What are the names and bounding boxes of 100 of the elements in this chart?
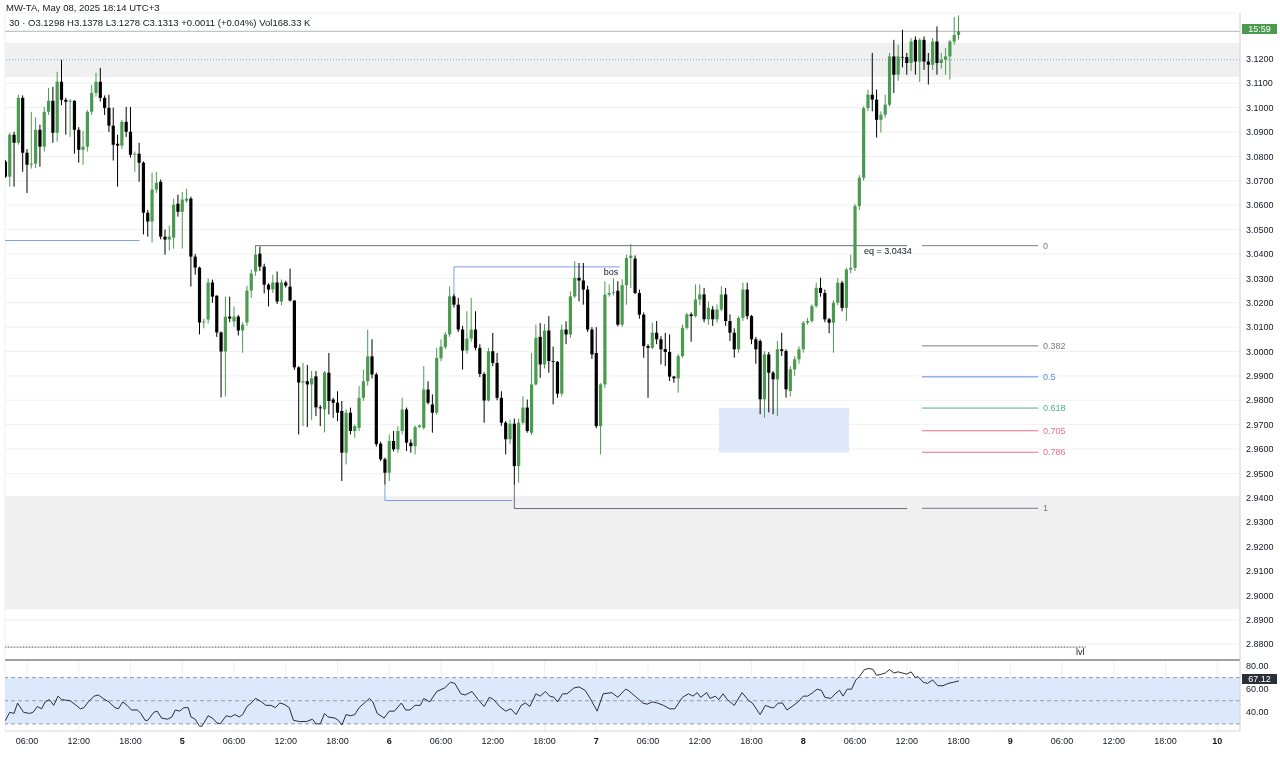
x-tick-label: 06:00 [15,736,39,746]
series-label: 1 [1042,503,1048,514]
candlestick [331,397,335,419]
chart-title: MW-TA, May 08, 2025 18:14 UTC+3 [6,2,160,13]
x-tick-label: 12:00 [481,736,505,746]
candlestick [180,191,184,250]
candlestick [504,420,508,455]
candlestick [728,313,732,342]
annotation: bos [603,267,619,278]
candlestick [305,364,309,428]
x-tick-label: 06:00 [1050,736,1074,746]
candlestick [111,107,115,162]
candlestick [879,110,883,133]
candlestick [646,343,650,399]
candlestick [892,39,896,94]
candlestick [637,289,641,320]
candlestick [90,84,94,116]
candlestick [228,296,232,323]
x-tick-label: 18:00 [119,736,142,746]
candlestick [525,399,529,434]
candlestick [793,355,797,377]
series-label: 0.5 [1042,371,1056,382]
series-label: 0.382 [1042,340,1066,351]
y-tick-label: 3.0700 [1246,175,1274,186]
y-tick-label: 2.9800 [1246,395,1274,406]
candlestick [732,327,736,359]
candlestick [133,151,137,173]
candlestick [918,37,922,83]
y-tick-label: 40.00 [1246,707,1269,718]
y-tick-label: 3.0400 [1246,249,1274,260]
text: 67.12 [1242,673,1277,684]
x-tick-label: 06:00 [843,736,867,746]
candlestick [849,254,853,274]
candlestick [749,314,754,345]
candlestick [297,365,301,435]
x-tick-label: 12:00 [67,736,91,746]
candlestick [521,395,525,426]
y-tick-label: 2.9200 [1246,541,1274,552]
x-tick-label: 12:00 [895,736,919,746]
candlestick [491,332,495,367]
line-series [5,667,960,727]
y-tick-label: 2.9500 [1246,468,1274,479]
candlestick [693,283,698,318]
candlestick [788,365,792,397]
candlestick [258,246,262,272]
candlestick [581,262,585,306]
candlestick [771,370,775,415]
annotation: eq = 3.0434 [863,246,912,257]
candlestick [249,269,253,299]
candlestick [564,320,568,345]
candlestick [64,97,68,136]
x-tick-label: 18:00 [533,736,556,746]
series-label: 0.705 [1042,425,1066,436]
x-tick-label: 12:00 [274,736,298,746]
annotation: lvl [1075,647,1085,658]
x-tick-label: 12:00 [688,736,712,746]
candlestick [883,94,887,119]
y-tick-label: 2.9300 [1246,517,1274,528]
candlestick [46,87,51,116]
candlestick [98,67,102,103]
y-tick-label: 2.9700 [1246,419,1274,430]
candlestick [348,407,353,435]
x-tick-label: 6 [386,736,392,746]
candlestick [266,282,271,307]
candlestick [935,25,939,76]
x-tick-label: 18:00 [326,736,349,746]
candlestick [38,124,42,168]
x-tick-label: 18:00 [947,736,970,746]
y-tick-label: 2.9600 [1246,444,1274,455]
candlestick [659,335,663,365]
candlestick [253,245,258,277]
y-tick-label: 3.1100 [1246,78,1273,89]
series-label: 0.618 [1042,403,1066,414]
y-tick-label: 80.00 [1246,661,1269,672]
candlestick [465,310,469,355]
candlestick [77,126,81,164]
candlestick [146,209,150,238]
candlestick [956,14,961,41]
candlestick [905,52,909,76]
candlestick [952,16,956,46]
candlestick [107,94,111,133]
candlestick [275,271,279,305]
y-tick-label: 2.8800 [1246,639,1274,650]
y-tick-label: 3.0500 [1246,224,1274,235]
x-tick-label: 7 [593,736,599,746]
candlestick [124,106,128,138]
candlestick [288,268,292,302]
candlestick [611,277,616,296]
candlestick [232,305,236,328]
candlestick [120,119,124,150]
candlestick [12,131,16,188]
candlestick [94,72,98,98]
text: 15:59 [1242,24,1277,35]
candlestick [931,37,935,71]
candlestick [460,325,465,371]
candlestick [103,94,107,116]
x-tick-label: 5 [179,736,185,746]
candlestick [922,35,926,71]
y-tick-label: 60.00 [1246,684,1269,695]
candlestick [573,260,577,299]
